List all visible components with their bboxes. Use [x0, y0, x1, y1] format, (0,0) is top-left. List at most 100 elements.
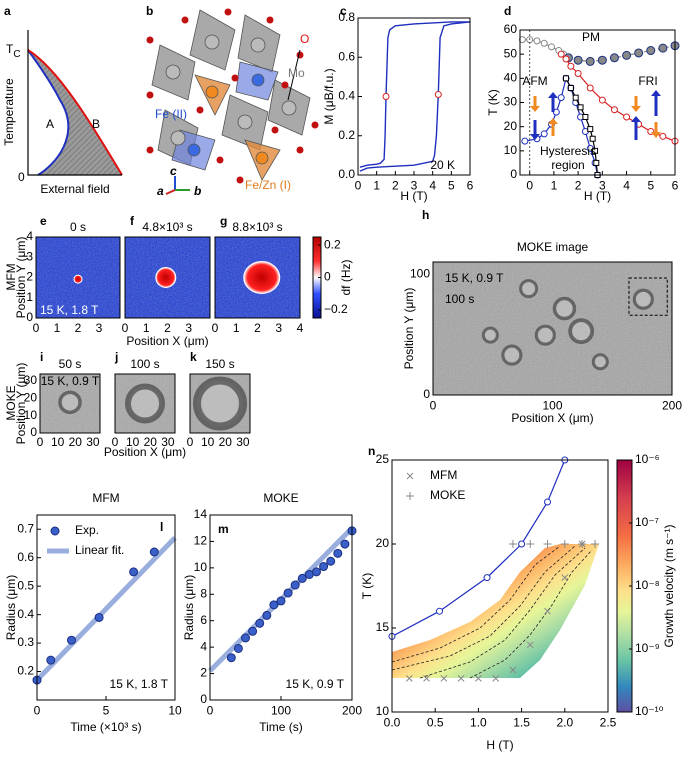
data-point [577, 104, 584, 111]
y-tick-label: 40 [504, 71, 518, 85]
data-point [598, 96, 606, 104]
y-tick-label: 2 [26, 270, 33, 284]
data-point [457, 675, 465, 682]
spin-arrow-head [530, 134, 540, 140]
plot-frame [209, 514, 353, 701]
legend-label: Exp. [75, 523, 99, 537]
plot-frame [519, 29, 676, 176]
domain [243, 261, 281, 294]
y-tick-label: 0.6 [338, 49, 355, 63]
x-axis-label: Position X (μm) [104, 445, 186, 459]
data-point [312, 567, 321, 577]
x-tick-label: 6 [672, 179, 679, 193]
annotation: 100 s [445, 292, 474, 306]
data-point [509, 666, 517, 674]
annotation: FRI [638, 74, 657, 88]
y-tick-label: 0 [423, 387, 430, 401]
x-axis-label: Time (s) [259, 720, 303, 734]
annotation: 15 K, 1.8 T [110, 677, 169, 691]
domain [125, 383, 165, 424]
x-tick-label: 1.0 [470, 716, 487, 730]
y-axis-label: Position Y (μm) [14, 363, 28, 445]
data-point [248, 626, 258, 636]
data-point [521, 137, 529, 145]
data-point [658, 43, 668, 53]
data-point [526, 641, 534, 649]
plot-frame [36, 514, 176, 701]
panel-label: e [40, 214, 47, 228]
data-point [423, 675, 430, 682]
data-point [518, 36, 526, 44]
x-tick-label: 2 [392, 179, 399, 193]
data-point [94, 612, 104, 622]
panel-a: a TC Temperature External field 0 A B [2, 4, 123, 196]
panel-label: c [340, 4, 347, 18]
contour-line [469, 549, 593, 679]
y-axis-label: Position Y (μm) [14, 237, 28, 319]
data-point [149, 547, 159, 557]
data-point [276, 596, 286, 606]
contour-line [391, 545, 576, 671]
x-tick-label: 3 [411, 179, 418, 193]
data-point [557, 50, 565, 58]
y-tick-label: 30 [504, 95, 518, 109]
chart-title: 4.8×10³ s [142, 220, 192, 234]
x-tick-label: 5 [647, 179, 654, 193]
x-tick-label: 0.0 [384, 716, 401, 730]
domain [155, 267, 177, 288]
colorbar-tick-label: 0.2 [324, 237, 341, 251]
x-tick-label: 3 [185, 321, 192, 335]
x-tick-label: 100 [542, 399, 562, 413]
colorbar-label: Growth velocity (m s⁻¹) [662, 524, 676, 647]
data-point [659, 132, 667, 140]
data-point [540, 39, 548, 47]
axis-arrow [165, 189, 176, 195]
y-tick-label: 8 [200, 586, 207, 600]
panel-label: a [4, 4, 11, 18]
y-tick-label: 0.4 [17, 607, 34, 621]
chart-title: MOKE [263, 491, 298, 505]
data-point [434, 91, 442, 99]
annotation: 15 K, 1.8 T [40, 303, 99, 317]
x-tick-label: 0 [112, 435, 119, 449]
data-point [592, 147, 599, 154]
series-line [391, 459, 566, 637]
chart-title: 0 s [70, 220, 86, 234]
velocity-map [392, 544, 599, 678]
x-tick-label: 200 [662, 399, 682, 413]
data-point [255, 618, 265, 628]
plot-frame [124, 236, 211, 319]
x-tick-label: 2.5 [600, 716, 617, 730]
oxygen-atoms [146, 8, 319, 184]
y-tick-label: 0.2 [338, 128, 355, 142]
data-point [560, 540, 569, 548]
panel-label: f [130, 214, 135, 228]
x-tick-label: 3 [96, 321, 103, 335]
plot-frame [357, 17, 471, 176]
y-tick-label: 0 [30, 425, 37, 439]
x-tick-label: 10 [126, 435, 140, 449]
axis-label: c [170, 164, 177, 178]
y-tick-label: 50 [504, 46, 518, 60]
x-tick-label: 0 [526, 179, 533, 193]
data-point [262, 610, 272, 620]
data-point [290, 580, 300, 590]
data-point [436, 607, 444, 615]
crystal-structure [151, 9, 311, 181]
data-point [543, 540, 552, 548]
y-tick-label: 20 [376, 536, 390, 550]
leader-line [287, 49, 301, 101]
x-axis-label: Position X (μm) [126, 334, 208, 348]
x-axis-label: H (T) [400, 189, 427, 203]
data-point [67, 635, 76, 645]
plot-frame [432, 261, 673, 396]
axis-label: b [194, 184, 201, 198]
spin-arrow-head [631, 116, 641, 122]
y-tick-label: 0.3 [17, 635, 34, 649]
data-point [508, 540, 517, 548]
data-point [585, 56, 595, 66]
domain [501, 344, 523, 366]
y-tick-label: 0.6 [17, 550, 34, 564]
y-tick-label: 0.0 [338, 167, 355, 181]
chart-title: 150 s [205, 357, 234, 371]
